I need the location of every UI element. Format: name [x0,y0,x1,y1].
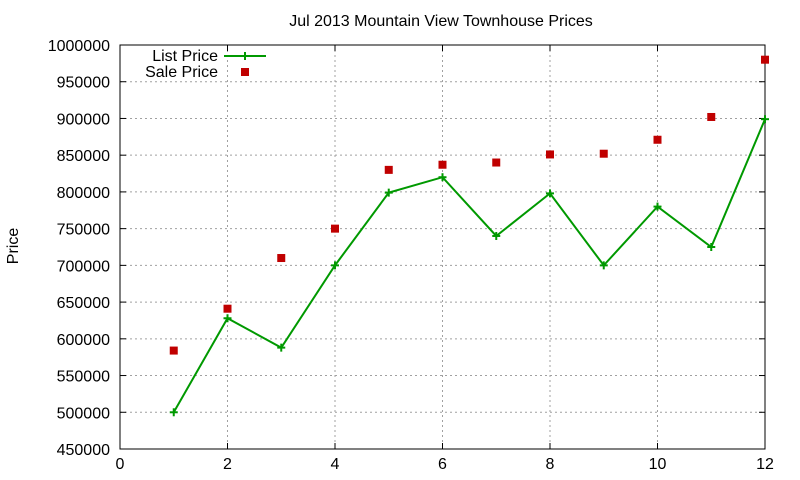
y-tick-label: 800000 [57,185,110,202]
y-tick-label: 650000 [57,295,110,312]
legend-label: Sale Price [145,64,218,81]
x-tick-label: 10 [649,456,667,473]
y-tick-label: 850000 [57,148,110,165]
sale-price-point [707,112,716,121]
list-price-point [599,261,608,270]
x-tick-label: 12 [756,456,774,473]
sale-price-point [438,160,447,169]
y-tick-label: 550000 [57,369,110,386]
x-tick-label: 6 [438,456,447,473]
y-tick-label: 1000000 [48,38,110,55]
y-tick-label: 750000 [57,222,110,239]
y-tick-label: 600000 [57,332,110,349]
sale-price-point [761,55,769,64]
sale-price-point [492,158,501,167]
sale-price-point [546,150,554,159]
sale-price-point [169,346,178,355]
x-tick-label: 8 [546,456,555,473]
list-price-point [492,231,501,240]
list-price-point [546,189,554,198]
list-price-point [761,115,769,124]
data-series [169,55,769,417]
y-tick-label: 950000 [57,75,110,92]
list-price-point [653,202,662,211]
y-tick-label: 900000 [57,111,110,128]
x-tick-label: 2 [223,456,232,473]
sale-price-series [169,55,769,355]
sale-price-point [223,304,232,313]
y-tick-label: 700000 [57,258,110,275]
plot-frame [119,44,766,450]
tick-labels: 450000 500000 550000 600000 650000 700000 7500… [48,38,774,473]
y-axis-label: Price [5,228,22,265]
sale-price-point [277,254,286,263]
sale-price-point [331,224,339,233]
sale-price-point [653,135,662,144]
list-price-point [223,314,232,323]
list-price-point [438,173,447,182]
list-price-point [277,343,286,352]
list-price-point [707,243,716,251]
list-price-line [172,118,766,413]
chart-title: Jul 2013 Mountain View Townhouse Prices [289,13,593,30]
sale-price-point [384,165,393,174]
legend-label: List Price [152,48,218,65]
list-price-point [331,261,339,270]
y-tick-label: 450000 [57,442,110,459]
x-tick-label: 0 [116,456,125,473]
sale-price-point [599,149,608,158]
y-tick-label: 500000 [57,405,110,422]
legend-square-marker [241,68,249,76]
legend-plus-marker [241,52,249,60]
x-tick-label: 4 [331,456,340,473]
grid-lines [120,45,765,449]
list-price-point [384,188,393,197]
list-price-point [169,408,178,417]
list-price-series [169,115,769,417]
